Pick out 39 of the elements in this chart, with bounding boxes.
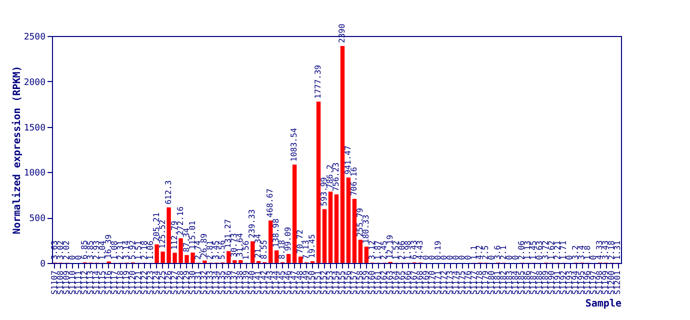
data-label: 1.31 [613,240,622,260]
bar [328,192,333,263]
bar [364,246,369,263]
data-label: 125.52 [158,220,167,249]
data-label: 99.09 [284,226,293,252]
bar [316,102,321,263]
y-tick-label: 1000 [24,168,46,179]
bar [340,46,345,263]
bar [346,178,351,263]
data-label: 756.23 [332,162,340,192]
data-label: 1.56 [242,240,251,260]
y-tick-label: 2500 [24,32,46,42]
y-axis-title: Normalized expression (RPKM) [10,66,23,234]
data-label: 8.55 [260,240,269,260]
x-tick-label: S1201 [613,270,622,295]
data-label: 19.45 [308,234,317,258]
x-axis-title: Sample [585,298,622,310]
bar [286,254,291,263]
bar [292,164,297,263]
data-label: 468.67 [266,188,275,218]
bar [274,250,279,263]
bar [334,194,339,263]
y-tick-label: 1500 [24,123,46,134]
bar [250,241,255,263]
y-tick-label: 2000 [24,78,46,88]
data-label: 112.79 [170,220,179,250]
y-tick-label: 500 [29,214,46,224]
bar [298,256,303,263]
bar [352,198,357,263]
data-label: 706.16 [349,166,358,196]
data-label: 612.3 [164,180,173,204]
bar [322,209,327,263]
data-label: 1083.54 [290,128,299,162]
data-label: 2390 [337,24,346,43]
y-tick-label: 0 [40,260,46,270]
data-label: 1.06 [146,240,155,260]
data-label: 1777.39 [314,64,323,99]
bar [268,220,273,263]
bar [358,240,363,263]
